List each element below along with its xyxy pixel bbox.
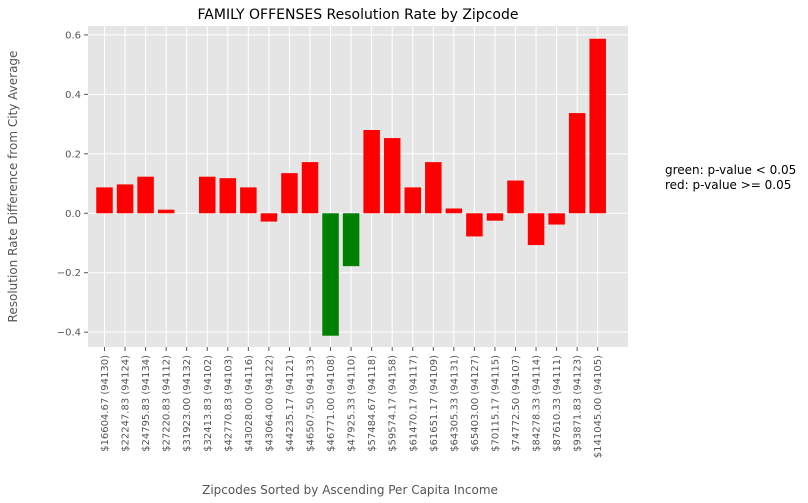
bar (116, 184, 134, 214)
x-tick-label: $61470.17 (94117) (408, 355, 419, 452)
bar (507, 180, 524, 214)
bar (568, 113, 586, 214)
bar (404, 187, 421, 214)
y-tick-label: 0.6 (65, 30, 81, 41)
bar (322, 213, 339, 336)
legend-red-note: red: p-value >= 0.05 (665, 178, 791, 192)
bar (260, 213, 278, 222)
bar (240, 187, 257, 214)
y-ticks: −0.4 −0.2 0.0 0.2 0.4 0.6 (57, 30, 88, 339)
x-tick-label: $84278.33 (94114) (532, 355, 543, 452)
x-axis-label: Zipcodes Sorted by Ascending Per Capita … (202, 483, 498, 497)
x-tick-label: $64305.33 (94131) (449, 355, 460, 452)
bar (301, 162, 319, 214)
bar (466, 213, 483, 237)
bar (425, 162, 442, 214)
bar (281, 173, 298, 214)
x-tick-label: $57484.67 (94118) (367, 355, 378, 452)
x-tick-label: $32413.83 (94102) (203, 355, 214, 452)
x-tick-label: $74772.50 (94107) (511, 355, 522, 452)
y-tick-label: −0.2 (57, 268, 81, 279)
bars (96, 38, 606, 336)
x-tick-label: $16604.67 (94130) (100, 355, 111, 452)
y-axis-label: Resolution Rate Difference from City Ave… (6, 51, 20, 323)
bar (486, 213, 504, 221)
plot-background (88, 26, 628, 347)
x-tick-label: $47925.33 (94110) (347, 355, 358, 452)
x-tick-label: $46771.00 (94108) (326, 355, 337, 452)
x-tick-label: $93871.83 (94123) (573, 355, 584, 452)
x-tick-label: $70115.17 (94115) (490, 355, 501, 452)
x-tick-label: $65403.00 (94127) (470, 355, 481, 452)
bar (96, 187, 113, 214)
bar (363, 130, 380, 214)
x-tick-label: $141045.00 (94105) (593, 355, 604, 458)
bar (548, 213, 565, 225)
x-ticks: $16604.67 (94130) $22247.83 (94124) $24795… (100, 347, 604, 458)
bar (383, 138, 401, 214)
x-tick-label: $22247.83 (94124) (121, 355, 132, 452)
bar (342, 213, 360, 267)
x-tick-label: $31923.00 (94132) (182, 355, 193, 452)
x-tick-label: $24795.83 (94134) (141, 355, 152, 452)
bar (157, 209, 175, 214)
x-tick-label: $87610.33 (94111) (552, 355, 563, 452)
y-tick-label: −0.4 (57, 328, 81, 339)
bar (137, 176, 154, 214)
bar (589, 38, 606, 214)
bar (527, 213, 545, 246)
x-tick-label: $43028.00 (94116) (244, 355, 255, 452)
x-tick-label: $27220.83 (94112) (162, 355, 173, 452)
x-tick-label: $59574.17 (94158) (388, 355, 399, 452)
bar (199, 176, 216, 214)
y-tick-label: 0.4 (65, 90, 81, 101)
bar (219, 178, 237, 214)
bar (445, 208, 463, 214)
legend-green-note: green: p-value < 0.05 (665, 163, 796, 177)
x-tick-label: $61651.17 (94109) (429, 355, 440, 452)
x-tick-label: $44235.17 (94121) (285, 355, 296, 452)
x-tick-label: $43064.00 (94122) (264, 355, 275, 452)
y-tick-label: 0.0 (65, 209, 81, 220)
y-tick-label: 0.2 (65, 149, 81, 160)
x-tick-label: $42770.83 (94103) (223, 355, 234, 452)
x-tick-label: $46507.50 (94133) (306, 355, 317, 452)
chart-title: FAMILY OFFENSES Resolution Rate by Zipco… (198, 7, 519, 23)
